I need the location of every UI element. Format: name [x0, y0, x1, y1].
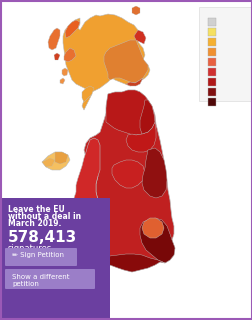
Bar: [207, 48, 215, 56]
Polygon shape: [72, 138, 100, 222]
Polygon shape: [112, 160, 144, 188]
FancyBboxPatch shape: [198, 7, 250, 101]
Polygon shape: [42, 158, 55, 167]
Polygon shape: [60, 78, 65, 84]
Polygon shape: [141, 148, 166, 198]
FancyBboxPatch shape: [5, 248, 77, 266]
Polygon shape: [65, 20, 80, 38]
Polygon shape: [68, 244, 88, 268]
Bar: [207, 68, 215, 76]
Bar: [207, 88, 215, 96]
Text: Show a different: Show a different: [12, 274, 69, 280]
Polygon shape: [104, 40, 147, 83]
FancyBboxPatch shape: [5, 269, 94, 289]
Polygon shape: [139, 218, 174, 263]
Polygon shape: [64, 48, 76, 62]
Text: petition: petition: [12, 281, 39, 287]
Polygon shape: [141, 218, 163, 238]
Polygon shape: [82, 228, 102, 252]
Polygon shape: [125, 78, 142, 86]
Polygon shape: [54, 53, 60, 60]
Bar: [207, 18, 215, 26]
Polygon shape: [63, 14, 149, 110]
Polygon shape: [42, 152, 70, 170]
Text: March 2019.: March 2019.: [8, 219, 61, 228]
Text: signatures: signatures: [8, 244, 52, 253]
Text: Leave the EU: Leave the EU: [8, 205, 65, 214]
Polygon shape: [139, 100, 154, 134]
Polygon shape: [55, 152, 68, 164]
Text: without a deal in: without a deal in: [8, 212, 81, 221]
Bar: [207, 98, 215, 106]
Bar: [207, 78, 215, 86]
Polygon shape: [68, 90, 174, 272]
Bar: [207, 28, 215, 36]
Polygon shape: [48, 28, 60, 50]
FancyBboxPatch shape: [2, 198, 110, 318]
Polygon shape: [106, 90, 154, 135]
Polygon shape: [134, 30, 145, 44]
Polygon shape: [62, 68, 68, 76]
Bar: [207, 58, 215, 66]
Bar: [207, 38, 215, 46]
Polygon shape: [132, 6, 139, 15]
Polygon shape: [100, 254, 164, 272]
Polygon shape: [82, 86, 94, 102]
Text: ✏ Sign Petition: ✏ Sign Petition: [12, 252, 64, 258]
Text: 578,413: 578,413: [8, 230, 77, 245]
Polygon shape: [125, 122, 155, 152]
